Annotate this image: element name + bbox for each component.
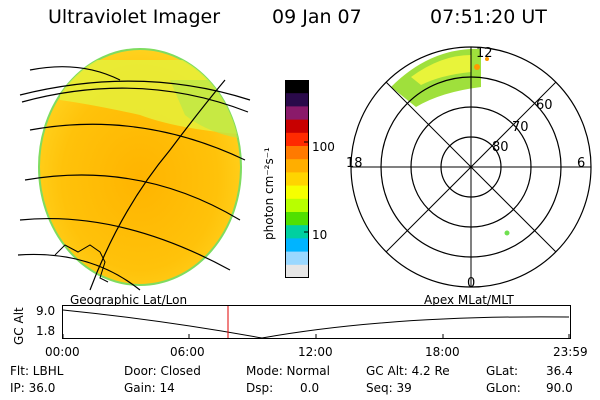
- colorbar-frame: [285, 80, 309, 278]
- lat-label-80: 80: [492, 140, 509, 155]
- time-label: 07:51:20 UT: [430, 6, 547, 28]
- info-door: Door: Closed: [124, 364, 201, 378]
- colorbar-tick-10: 10: [312, 228, 328, 242]
- lat-label-60: 60: [536, 98, 553, 113]
- info-mode: Mode: Normal: [246, 364, 330, 378]
- altitude-xtick-1200: 12:00: [298, 345, 333, 359]
- colorbar-segment: [285, 106, 309, 121]
- altitude-xtick-0000: 00:00: [45, 345, 80, 359]
- info-gc-alt: GC Alt: 4.2 Re: [366, 364, 450, 378]
- colorbar-segment: [285, 93, 309, 107]
- date-label: 09 Jan 07: [272, 6, 362, 28]
- mlt-label-12: 12: [476, 46, 493, 61]
- altitude-curve: [62, 309, 570, 339]
- projection-label-apex: Apex MLat/MLT: [424, 293, 514, 307]
- polar-plot: [350, 46, 592, 288]
- info-seq: Seq: 39: [366, 381, 412, 395]
- colorbar-unit-label: photon cm⁻²s⁻¹: [262, 147, 276, 240]
- altitude-plot-frame: [62, 305, 571, 339]
- lat-label-70: 70: [512, 120, 529, 135]
- colorbar-tick-100: 100: [312, 140, 335, 154]
- colorbar-segment: [285, 264, 309, 278]
- info-gain: Gain: 14: [124, 381, 175, 395]
- colorbar-segment: [285, 159, 309, 173]
- altitude-plot: [62, 305, 571, 339]
- info-ip: IP: 36.0: [10, 381, 56, 395]
- polar-diagonal-2: [385, 81, 557, 253]
- colorbar-segment: [285, 212, 309, 226]
- mlt-label-18: 18: [346, 156, 363, 171]
- colorbar-segment: [285, 172, 309, 187]
- colorbar-segment: [285, 146, 309, 160]
- info-flt: Flt: LBHL: [10, 364, 64, 378]
- altitude-ytick-max: 9.0: [36, 304, 56, 318]
- altitude-xtick-1800: 18:00: [425, 345, 460, 359]
- geographic-disk-image: [17, 48, 251, 291]
- auroral-yellow-patch: [411, 55, 471, 85]
- coastline: [54, 244, 109, 283]
- instrument-title: Ultraviolet Imager: [48, 6, 221, 28]
- lat-lon-grid: [17, 66, 251, 291]
- colorbar-segment: [285, 185, 309, 200]
- altitude-x-ticks: [62, 334, 570, 338]
- info-dsp-label: Dsp:: [246, 381, 274, 395]
- altitude-xtick-0600: 06:00: [170, 345, 205, 359]
- colorbar-segment: [285, 198, 309, 213]
- colorbar-segment: [285, 225, 309, 239]
- info-dsp-value: 0.0: [300, 381, 320, 395]
- projection-label-geographic: Geographic Lat/Lon: [70, 293, 188, 307]
- altitude-ytick-min: 1.8: [36, 324, 56, 338]
- colorbar-segment: [285, 80, 309, 94]
- info-glat-value: 36.4: [546, 364, 573, 378]
- auroral-green-dot: [504, 230, 510, 236]
- mlt-label-00: 0: [467, 276, 476, 291]
- colorbar-segment: [285, 132, 309, 147]
- auroral-orange-dot-2: [485, 57, 489, 61]
- altitude-ylabel: GC Alt: [12, 307, 26, 345]
- mlt-label-06: 6: [577, 156, 586, 171]
- colorbar-segment: [285, 251, 309, 266]
- info-glon-label: GLon:: [486, 381, 521, 395]
- colorbar-segment: [285, 119, 309, 134]
- altitude-xtick-2359: 23:59: [553, 345, 588, 359]
- colorbar: [285, 80, 309, 278]
- auroral-orange-dot: [474, 64, 480, 70]
- colorbar-segment: [285, 238, 309, 253]
- info-glon-value: 90.0: [546, 381, 573, 395]
- info-glat-label: GLat:: [486, 364, 519, 378]
